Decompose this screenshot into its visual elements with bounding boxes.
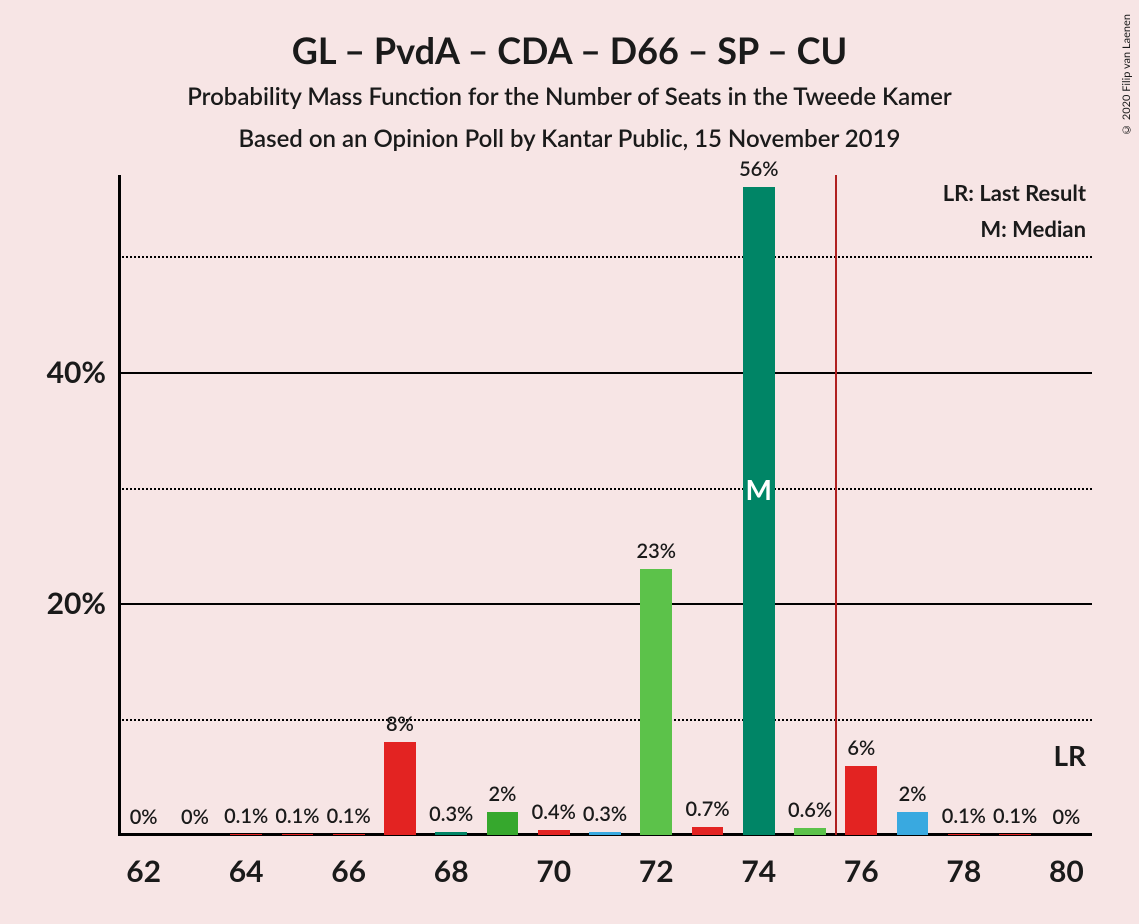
bar-value-label: 0.4% bbox=[532, 800, 576, 824]
x-tick-label: 62 bbox=[126, 853, 161, 889]
bar bbox=[435, 832, 467, 835]
bar bbox=[384, 742, 416, 835]
chart-title: GL – PvdA – CDA – D66 – SP – CU bbox=[0, 28, 1139, 72]
x-tick-label: 78 bbox=[946, 853, 981, 889]
bar-value-label: 0.6% bbox=[788, 798, 832, 822]
bar bbox=[845, 766, 877, 835]
bar-value-label: 0.3% bbox=[429, 802, 473, 826]
x-tick-label: 64 bbox=[229, 853, 264, 889]
bar-value-label: 0% bbox=[181, 805, 209, 829]
bar bbox=[794, 828, 826, 835]
bar bbox=[538, 830, 570, 835]
x-tick-label: 80 bbox=[1049, 853, 1084, 889]
median-marker: M bbox=[746, 472, 772, 506]
last-result-line bbox=[835, 175, 837, 835]
y-axis-line bbox=[118, 175, 121, 835]
y-minor-gridline bbox=[118, 256, 1092, 258]
copyright-text: © 2020 Filip van Laenen bbox=[1120, 14, 1133, 136]
bar bbox=[282, 834, 314, 835]
plot-area: 20%40%626466687072747678800%0%0.1%0.1%0.… bbox=[118, 175, 1092, 835]
x-tick-label: 72 bbox=[639, 853, 674, 889]
chart-subtitle-2: Based on an Opinion Poll by Kantar Publi… bbox=[0, 124, 1139, 153]
bar-value-label: 0.7% bbox=[685, 797, 729, 821]
bar-value-label: 6% bbox=[847, 736, 875, 760]
last-result-marker: LR bbox=[1053, 738, 1086, 772]
y-tick-label: 20% bbox=[47, 585, 106, 621]
x-tick-label: 68 bbox=[434, 853, 469, 889]
bar-value-label: 0.1% bbox=[942, 804, 986, 828]
bar-value-label: 56% bbox=[739, 157, 778, 181]
x-tick-label: 74 bbox=[741, 853, 776, 889]
bar-value-label: 0.1% bbox=[993, 804, 1037, 828]
legend-last-result: LR: Last Result bbox=[943, 179, 1086, 206]
bar bbox=[333, 834, 365, 835]
legend-median: M: Median bbox=[980, 215, 1086, 242]
bar bbox=[897, 812, 929, 835]
y-gridline bbox=[118, 603, 1092, 605]
bar-value-label: 0.1% bbox=[224, 804, 268, 828]
bar bbox=[743, 187, 775, 835]
bar bbox=[230, 834, 262, 835]
bar-value-label: 2% bbox=[899, 782, 927, 806]
bar bbox=[948, 834, 980, 835]
bar bbox=[692, 827, 724, 835]
bar bbox=[999, 834, 1031, 835]
bar bbox=[487, 812, 519, 835]
bar-value-label: 0% bbox=[1052, 805, 1080, 829]
y-gridline bbox=[118, 372, 1092, 374]
bar-value-label: 0% bbox=[130, 805, 158, 829]
x-tick-label: 66 bbox=[331, 853, 366, 889]
bar-value-label: 2% bbox=[489, 782, 517, 806]
x-tick-label: 70 bbox=[536, 853, 571, 889]
bar-value-label: 8% bbox=[386, 712, 414, 736]
bar-value-label: 0.1% bbox=[275, 804, 319, 828]
y-tick-label: 40% bbox=[47, 354, 106, 390]
bar bbox=[589, 832, 621, 835]
x-tick-label: 76 bbox=[844, 853, 879, 889]
bar-value-label: 0.3% bbox=[583, 802, 627, 826]
chart-subtitle-1: Probability Mass Function for the Number… bbox=[0, 82, 1139, 111]
bar-value-label: 0.1% bbox=[327, 804, 371, 828]
y-minor-gridline bbox=[118, 488, 1092, 490]
bar-value-label: 23% bbox=[637, 539, 676, 563]
bar bbox=[640, 569, 672, 835]
y-minor-gridline bbox=[118, 719, 1092, 721]
